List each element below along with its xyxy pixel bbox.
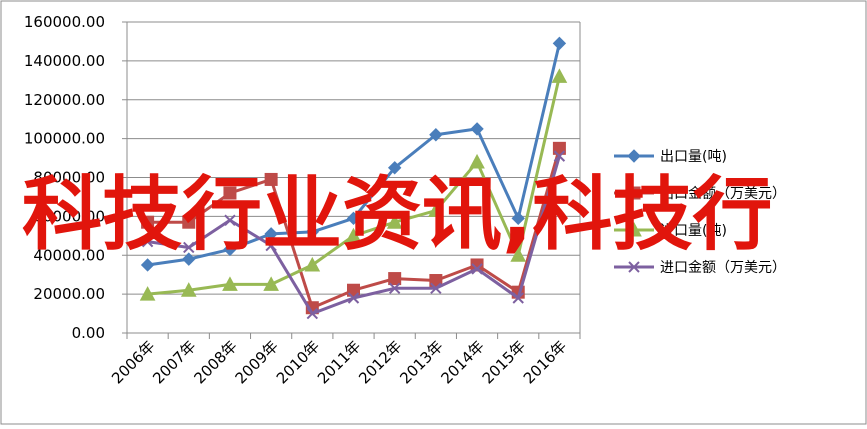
y-tick-label: 20000.00 — [33, 285, 105, 303]
series-1 — [140, 36, 567, 272]
x-marker-stroke — [183, 241, 195, 254]
y-tick-label: 160000.00 — [24, 13, 105, 31]
y-tick-label: 140000.00 — [24, 52, 105, 70]
triangle-marker — [304, 256, 321, 272]
y-tick-label: 60000.00 — [33, 207, 105, 225]
legend-label: 出口金额（万美元） — [660, 186, 786, 202]
legend-item: 出口量(吨) — [614, 149, 727, 165]
legend-label: 进口金额（万美元） — [660, 260, 786, 276]
triangle-marker — [139, 286, 156, 301]
diamond-marker — [346, 211, 361, 226]
triangle-marker — [551, 68, 568, 83]
x-marker-stroke — [347, 292, 360, 304]
y-tick-labels: 0.00 20000.00 40000.00 60000.00 80000.00 1000… — [24, 13, 105, 342]
y-tick-label: 80000.00 — [33, 169, 105, 187]
x-marker-stroke — [430, 282, 442, 295]
diamond-marker — [140, 258, 155, 272]
series-lines — [139, 36, 568, 320]
square-marker — [264, 172, 278, 186]
diamond-marker — [511, 211, 525, 226]
triangle-marker — [263, 276, 279, 291]
y-tick-label: 40000.00 — [33, 246, 105, 264]
x-marker-stroke — [306, 307, 319, 320]
triangle-marker — [469, 153, 485, 169]
triangle-marker — [510, 247, 527, 262]
diamond-marker — [223, 242, 237, 257]
legend-label: 出口量(吨) — [660, 149, 727, 165]
x-marker-stroke — [224, 214, 236, 226]
diamond-marker — [470, 122, 484, 136]
triangle-marker — [428, 202, 444, 218]
legend-item: 进口量(吨) — [614, 221, 727, 239]
square-marker — [223, 186, 237, 200]
square-marker — [470, 258, 484, 272]
x-marker-stroke — [512, 292, 524, 304]
square-marker — [141, 215, 155, 229]
diamond-marker — [305, 225, 320, 239]
triangle-marker — [345, 227, 362, 243]
axes — [122, 21, 581, 339]
legend-item: 出口金额（万美元） — [614, 186, 786, 202]
triangle-marker — [180, 282, 197, 297]
square-marker — [182, 215, 196, 229]
series-2 — [141, 141, 566, 315]
square-marker — [429, 274, 443, 288]
series-3 — [139, 68, 568, 301]
x-marker-stroke — [628, 261, 640, 273]
legend-item: 进口金额（万美元） — [614, 260, 786, 276]
x-marker-stroke — [471, 263, 483, 275]
legend: 出口量(吨) 出口金额（万美元） 进口量(吨) 进口金额（万美元） — [614, 149, 786, 276]
diamond-marker — [264, 227, 278, 241]
diamond-marker — [627, 149, 641, 163]
square-marker — [627, 186, 641, 200]
square-marker — [347, 283, 360, 297]
y-tick-label: 0.00 — [72, 324, 105, 342]
x-marker-stroke — [265, 239, 277, 252]
legend-label: 进口量(吨) — [660, 223, 727, 239]
diamond-marker — [182, 252, 196, 266]
triangle-marker — [222, 276, 238, 291]
diamond-marker — [552, 36, 567, 51]
square-marker — [388, 272, 402, 286]
y-tick-label: 120000.00 — [24, 91, 105, 109]
triangle-marker — [626, 221, 642, 237]
square-marker — [552, 141, 566, 155]
y-tick-label: 100000.00 — [24, 130, 105, 148]
diamond-marker — [429, 128, 443, 142]
x-marker-stroke — [553, 150, 566, 162]
x-marker-stroke — [388, 282, 401, 295]
x-marker-stroke — [141, 235, 154, 248]
series-4 — [141, 150, 566, 320]
diamond-marker — [387, 161, 402, 175]
triangle-marker — [386, 214, 403, 229]
